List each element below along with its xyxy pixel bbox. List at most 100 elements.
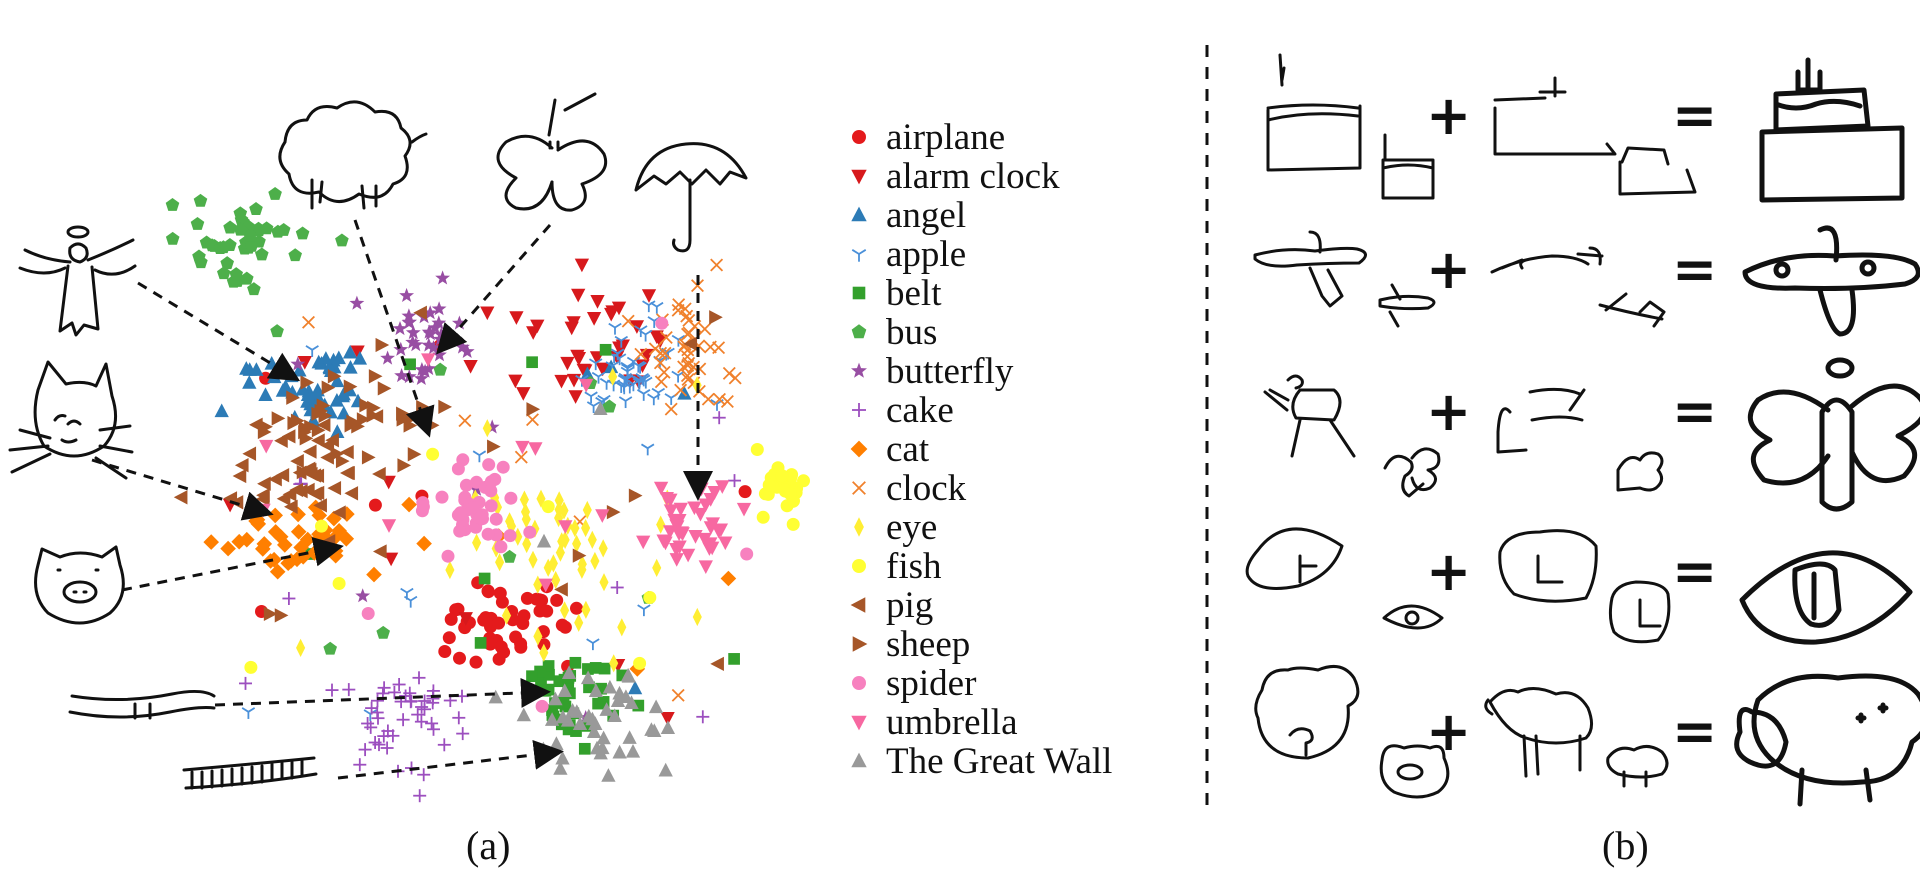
scatter-point [509,311,524,325]
legend-marker-icon [851,324,867,339]
scatter-point [392,321,408,336]
caption-a: (a) [466,823,511,868]
scatter-point [472,450,487,463]
scatter-point [259,419,273,434]
legend-label: apple [886,233,967,275]
scatter-point [520,591,534,605]
scatter-point [318,351,334,365]
scatter-point [555,618,569,632]
legend-item-alarm-clock: alarm clock [846,156,1060,197]
scatter-point [352,351,368,365]
scatter-point [581,518,591,538]
scatter-point [622,730,637,744]
series-pig [173,305,724,672]
scatter-point [541,500,555,514]
scatter-point [530,319,545,334]
bear-sketch-icon [1254,664,1360,760]
scatter-point [372,466,386,482]
scatter-point [300,375,315,390]
scatter-point [612,744,627,759]
sheep-sketch-b-icon [1484,687,1593,778]
scatter-point [532,593,546,607]
scatter-point [335,388,350,403]
scatter-point [343,360,358,374]
scatter-point [504,491,518,505]
legend-item-umbrella: umbrella [846,702,1018,743]
angel-sketch-b-icon [1263,374,1356,458]
airplane-sketch-b-icon [1378,283,1436,328]
scatter-point [394,368,410,383]
scatter-point [572,548,587,563]
scatter-point [295,226,310,240]
scatter-point [444,612,458,626]
scatter-point [586,312,602,326]
scatter-point [595,509,610,523]
scatter-point [438,645,452,658]
scatter-point [680,548,696,563]
scatter-point [311,433,325,448]
airplane-sketch-a-icon [1253,230,1367,308]
scatter-point [616,669,629,682]
legend-item-pig: pig [846,585,933,626]
scatter-point [526,356,538,369]
scatter-point [463,359,478,374]
scatter-point [484,484,498,498]
scatter-point [403,595,418,608]
scatter-point [488,689,503,704]
scatter-point [614,381,628,393]
airplane-sketch-d-icon [1598,292,1666,328]
scatter-point [269,563,286,580]
scatter-point [580,670,596,685]
scatter-point [599,702,614,716]
scatter-point [165,197,180,211]
scatter-point [653,481,669,496]
scatter-point [543,668,555,681]
scatter-point [566,373,582,388]
scatter-point [223,220,237,234]
butterfly-sketch-result-icon [1747,357,1920,512]
legend-marker-icon [852,481,866,495]
scatter-point [190,216,205,230]
scatter-point [673,502,688,517]
equals-symbol-2: = [1672,238,1717,301]
scatter-point [242,446,257,461]
legend-label: angel [886,194,967,236]
legend-label: bus [886,311,938,353]
series-the-great-wall [488,401,676,782]
scatter-point [523,525,537,539]
scatter-point [638,329,653,342]
scatter-point [598,539,608,558]
scatter-point [487,439,501,454]
legend-label: clock [886,467,967,509]
scatter-point [581,600,591,619]
scatter-point [233,206,248,220]
scatter-point [399,287,415,303]
scatter-point [626,379,641,392]
scatter-point [415,700,429,714]
scatter-point [615,339,630,354]
scatter-point [680,309,694,323]
scatter-point [597,696,610,708]
scatter-point [229,267,244,281]
scatter-point [542,683,555,696]
scatter-point [536,533,552,548]
scatter-point [340,444,354,460]
scatter-point [598,662,611,675]
scatter-point [459,478,473,492]
scatter-point [203,534,219,550]
scatter-point [416,399,430,415]
great-wall-sketch-icon [182,756,318,790]
scatter-point [247,282,261,296]
arrow-butterfly [436,224,552,355]
legend-label: belt [886,272,942,314]
scatter-point [601,768,616,782]
scatter-point [526,413,539,427]
scatter-point [583,681,595,694]
clock-sketch-a-icon [1498,529,1598,603]
scatter-point [720,395,734,408]
scatter-point [641,289,657,303]
scatter-point [481,584,495,598]
scatter-point [496,460,510,474]
scatter-point [783,487,797,501]
series-spider [361,316,754,713]
